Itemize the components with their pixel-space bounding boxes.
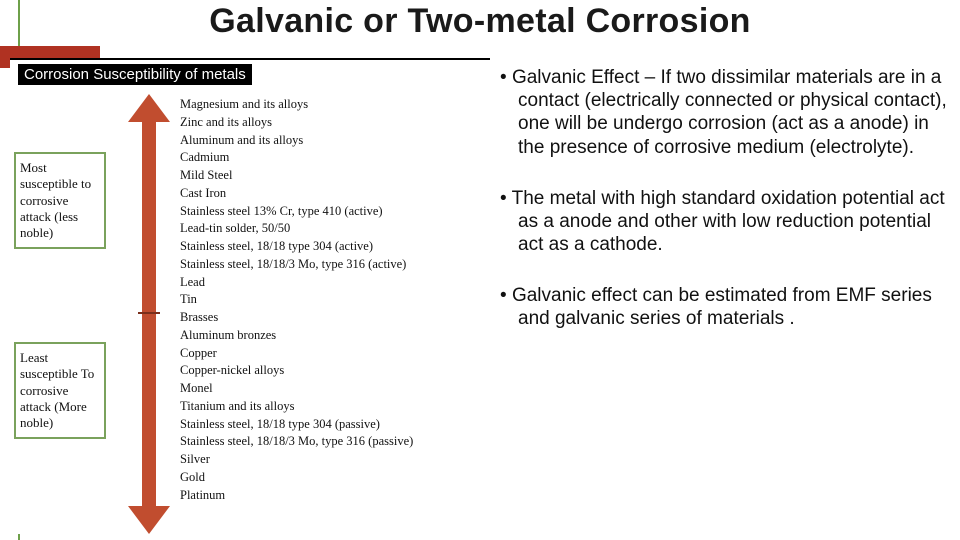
list-item: Copper bbox=[180, 345, 480, 363]
list-item: Stainless steel 13% Cr, type 410 (active… bbox=[180, 203, 480, 221]
label-most-susceptible: Most susceptible to corrosive attack (le… bbox=[14, 152, 106, 249]
bullet-list: Galvanic Effect – If two dissimilar mate… bbox=[500, 66, 952, 359]
list-item: Brasses bbox=[180, 309, 480, 327]
list-item: Magnesium and its alloys bbox=[180, 96, 480, 114]
label-least-susceptible: Least susceptible To corrosive attack (M… bbox=[14, 342, 106, 439]
slide-title: Galvanic or Two-metal Corrosion bbox=[0, 2, 960, 41]
list-item: Titanium and its alloys bbox=[180, 398, 480, 416]
list-item: Stainless steel, 18/18/3 Mo, type 316 (a… bbox=[180, 256, 480, 274]
list-item: Lead-tin solder, 50/50 bbox=[180, 220, 480, 238]
bullet-item: The metal with high standard oxidation p… bbox=[500, 187, 952, 257]
list-item: Cast Iron bbox=[180, 185, 480, 203]
list-item: Cadmium bbox=[180, 149, 480, 167]
arrow-shaft bbox=[142, 116, 156, 512]
list-item: Zinc and its alloys bbox=[180, 114, 480, 132]
list-item: Mild Steel bbox=[180, 167, 480, 185]
arrow-head-down-icon bbox=[128, 506, 170, 534]
arrow-midpoint bbox=[138, 312, 160, 314]
list-item: Tin bbox=[180, 291, 480, 309]
double-arrow bbox=[128, 94, 170, 534]
list-item: Platinum bbox=[180, 487, 480, 505]
list-item: Silver bbox=[180, 451, 480, 469]
bullet-item: Galvanic effect can be estimated from EM… bbox=[500, 284, 952, 330]
bullet-item: Galvanic Effect – If two dissimilar mate… bbox=[500, 66, 952, 159]
list-item: Gold bbox=[180, 469, 480, 487]
galvanic-series-list: Magnesium and its alloys Zinc and its al… bbox=[180, 96, 480, 504]
list-item: Aluminum bronzes bbox=[180, 327, 480, 345]
list-item: Stainless steel, 18/18 type 304 (passive… bbox=[180, 416, 480, 434]
figure-heading: Corrosion Susceptibility of metals bbox=[18, 64, 252, 85]
list-item: Lead bbox=[180, 274, 480, 292]
list-item: Stainless steel, 18/18 type 304 (active) bbox=[180, 238, 480, 256]
list-item: Copper-nickel alloys bbox=[180, 362, 480, 380]
susceptibility-figure: Corrosion Susceptibility of metals Most … bbox=[10, 58, 490, 534]
list-item: Aluminum and its alloys bbox=[180, 132, 480, 150]
list-item: Monel bbox=[180, 380, 480, 398]
list-item: Stainless steel, 18/18/3 Mo, type 316 (p… bbox=[180, 433, 480, 451]
